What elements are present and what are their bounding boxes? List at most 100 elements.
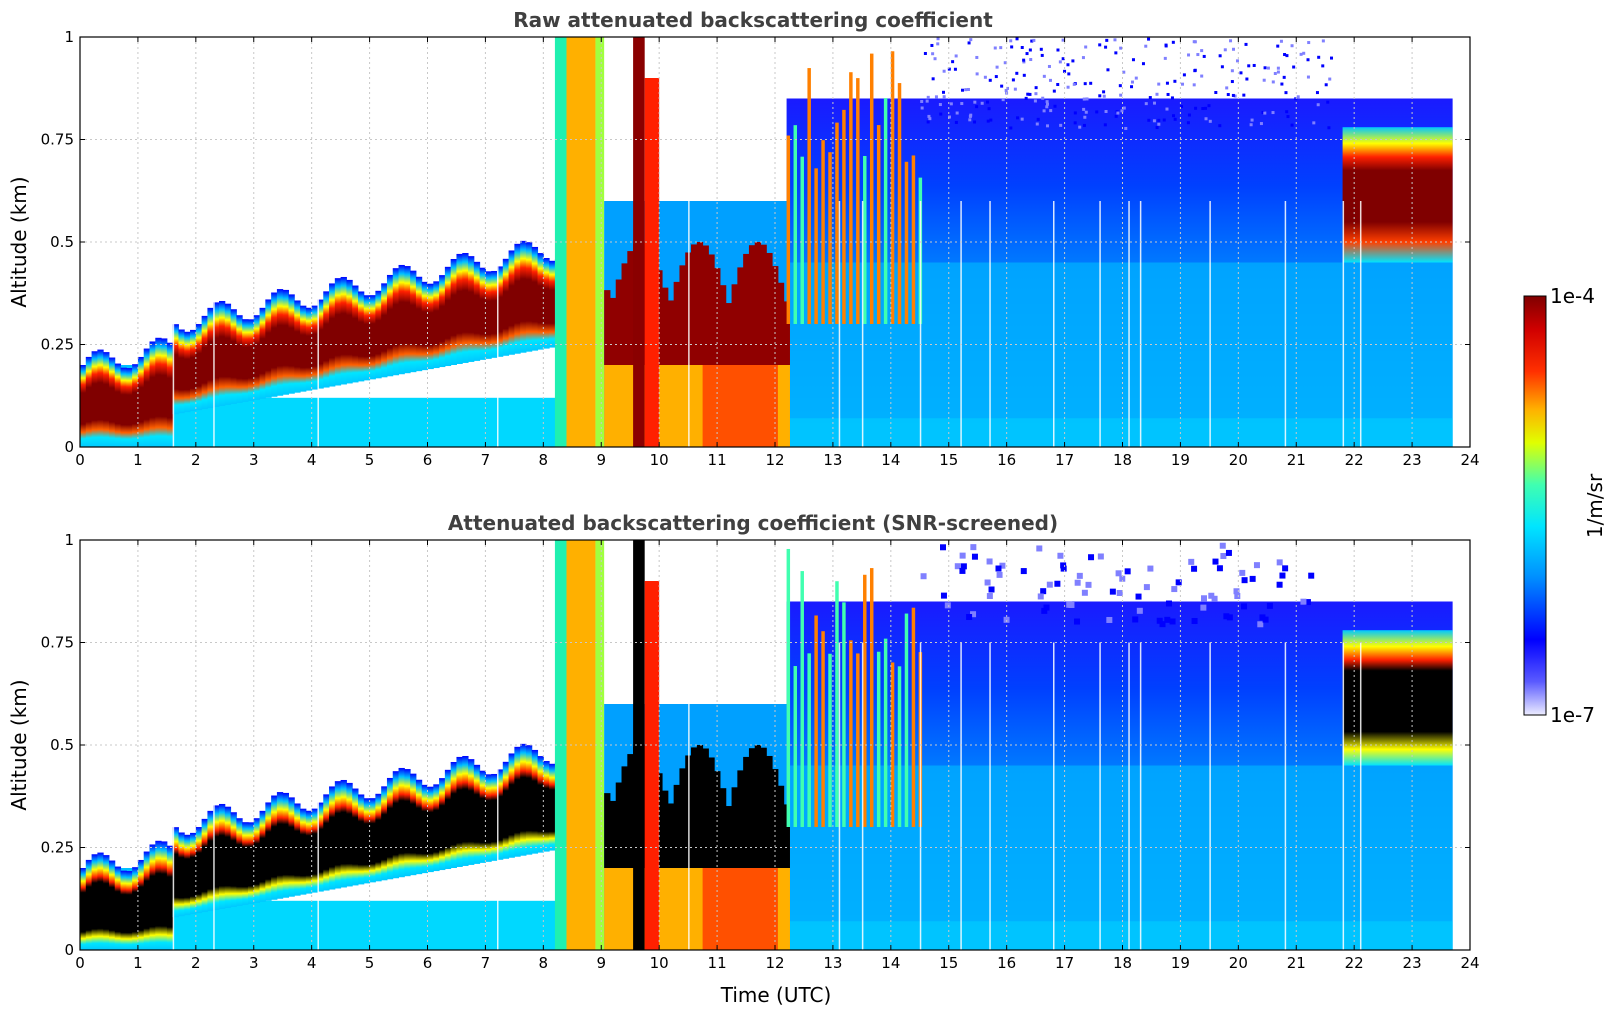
x-tick-label: 14 xyxy=(881,954,900,972)
heat-fog-lower xyxy=(754,365,762,447)
heat-boundary-layer xyxy=(363,798,371,884)
x-tick-label: 1 xyxy=(133,954,143,972)
heat-boundary-layer xyxy=(91,351,98,447)
x-tick-label: 12 xyxy=(765,451,784,469)
heat-boundary-layer xyxy=(450,761,457,868)
heat-noise-pixel xyxy=(1285,110,1289,114)
heat-boundary-layer xyxy=(236,315,243,403)
heat-noise-pixel xyxy=(1155,92,1159,96)
heat-fog-core xyxy=(609,800,617,868)
x-axis-label: Time (UTC) xyxy=(720,983,832,1007)
heat-noise-pixel xyxy=(1252,63,1256,67)
heat-streak xyxy=(890,51,895,324)
heat-noise-pixel xyxy=(1165,107,1169,111)
heat-boundary-layer xyxy=(114,866,122,950)
heat-boundary-layer xyxy=(120,367,127,447)
heat-noise-pixel xyxy=(1141,62,1145,66)
heat-fog-core xyxy=(760,747,767,868)
heat-noise-pixel xyxy=(1036,545,1043,552)
heat-noise-pixel xyxy=(1035,122,1039,126)
heat-boundary-layer xyxy=(404,769,411,877)
heat-noise-pixel xyxy=(1042,74,1046,78)
heat-fog-core xyxy=(719,788,727,868)
heat-noise-pixel xyxy=(1063,69,1067,73)
heat-noise-pixel xyxy=(1282,565,1289,572)
heat-noise-pixel xyxy=(1170,96,1174,100)
heat-noise-pixel xyxy=(1271,111,1275,115)
heat-noise-pixel xyxy=(980,101,984,105)
x-tick-label: 13 xyxy=(823,451,842,469)
heat-fog-core xyxy=(714,771,721,868)
heat-noise-pixel xyxy=(1011,78,1015,82)
heat-streak xyxy=(897,666,902,827)
x-tick-label: 23 xyxy=(1403,954,1422,972)
heat-boundary-layer xyxy=(485,271,492,359)
heat-boundary-layer xyxy=(346,782,353,887)
heat-noise-pixel xyxy=(1066,63,1070,67)
heat-fog-lower xyxy=(691,365,698,447)
heat-boundary-layer xyxy=(462,252,469,363)
heat-boundary-layer xyxy=(491,773,498,861)
heat-fog-lower xyxy=(696,365,704,447)
x-tick-label: 4 xyxy=(307,954,317,972)
heat-streak xyxy=(876,651,881,827)
heat-noise-pixel xyxy=(1120,109,1124,113)
x-tick-label: 16 xyxy=(997,451,1016,469)
heat-fog-core xyxy=(679,265,686,365)
heat-fog-core xyxy=(621,263,628,365)
heat-noise-pixel xyxy=(1041,96,1045,100)
heat-boundary-layer xyxy=(294,300,301,393)
heat-noise-pixel xyxy=(931,52,935,56)
heat-streak xyxy=(883,98,888,325)
heat-noise-pixel xyxy=(975,105,979,109)
heat-fog-lower xyxy=(621,365,628,447)
heat-noise-pixel xyxy=(1175,579,1182,586)
heat-fog-core xyxy=(743,756,750,868)
heat-streak xyxy=(814,615,818,827)
x-tick-label: 1 xyxy=(133,451,143,469)
heat-noise-pixel xyxy=(1032,38,1036,42)
heat-noise-pixel xyxy=(1116,111,1120,115)
heat-fog-core xyxy=(691,244,698,365)
heat-noise-pixel xyxy=(1102,90,1106,94)
heat-noise-pixel xyxy=(1071,59,1075,63)
heat-noise-pixel xyxy=(947,115,951,119)
heat-boundary-layer xyxy=(334,781,342,889)
heat-noise-pixel xyxy=(1122,70,1126,74)
x-tick-label: 0 xyxy=(75,954,85,972)
heat-noise-pixel xyxy=(1103,123,1107,127)
heat-noise-pixel xyxy=(969,38,973,42)
heat-fog-core xyxy=(667,300,675,365)
heat-noise-pixel xyxy=(1015,71,1019,75)
heat-boundary-layer xyxy=(230,812,237,907)
heat-noise-pixel xyxy=(1104,110,1108,114)
heat-boundary-layer xyxy=(497,266,504,357)
heat-fog-lower xyxy=(627,365,634,447)
heat-fog-core xyxy=(748,748,756,868)
heat-dropout-line xyxy=(688,642,690,950)
heat-boundary-layer xyxy=(143,851,150,950)
heat-boundary-layer xyxy=(340,779,347,888)
heat-noise-pixel xyxy=(1034,86,1038,90)
heat-boundary-layer xyxy=(172,827,179,918)
heat-noise-pixel xyxy=(1082,123,1086,127)
heat-boundary-layer xyxy=(103,352,110,447)
heat-noise-pixel xyxy=(988,78,992,82)
heat-boundary-layer xyxy=(369,798,376,883)
heat-noise-pixel xyxy=(1266,66,1270,70)
heat-noise-pixel xyxy=(1159,621,1166,628)
heat-dropout-line xyxy=(497,642,499,950)
heat-noise-pixel xyxy=(1307,41,1311,45)
heat-fog-lower xyxy=(783,365,790,447)
heat-boundary-layer xyxy=(375,290,382,379)
heat-noise-pixel xyxy=(1239,71,1243,75)
heat-noise-pixel xyxy=(925,99,929,103)
heat-noise-pixel xyxy=(923,51,927,55)
heat-noise-pixel xyxy=(1223,613,1230,620)
heat-noise-pixel xyxy=(1134,76,1138,80)
heat-noise-pixel xyxy=(1020,117,1024,121)
heat-boundary-layer xyxy=(201,818,208,913)
heat-noise-pixel xyxy=(1259,614,1266,621)
heat-noise-pixel xyxy=(1187,53,1191,57)
heat-noise-pixel xyxy=(999,562,1006,569)
